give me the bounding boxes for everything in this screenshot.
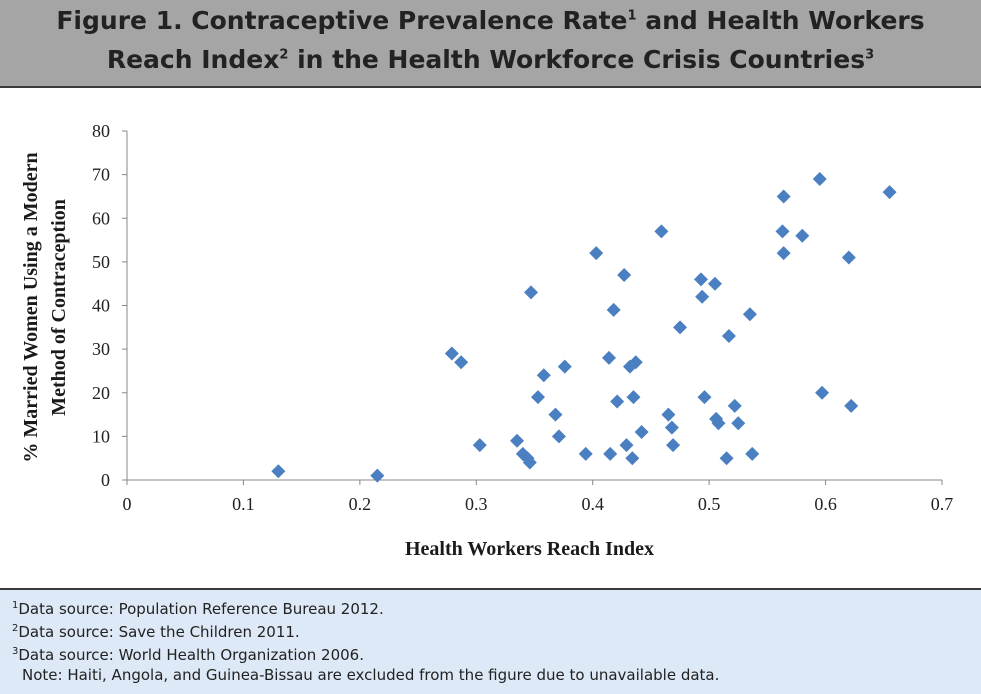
y-tick-label: 0 bbox=[101, 470, 110, 490]
title-footnote-2: 2 bbox=[279, 47, 289, 63]
data-point bbox=[882, 185, 897, 200]
data-point bbox=[775, 224, 790, 239]
data-point bbox=[617, 267, 632, 282]
note-marker-1: 1 bbox=[12, 600, 19, 611]
note-text-3: Data source: World Health Organization 2… bbox=[18, 646, 364, 664]
data-point bbox=[844, 398, 859, 413]
title-footnote-3: 3 bbox=[865, 47, 875, 63]
y-tick-label: 20 bbox=[92, 383, 110, 403]
data-point bbox=[841, 250, 856, 265]
y-tick-label: 10 bbox=[92, 426, 110, 446]
note-source-1: 1Data source: Population Reference Burea… bbox=[12, 596, 981, 619]
data-point bbox=[719, 451, 734, 466]
y-axis-title-line-2: Method of Contraception bbox=[48, 199, 70, 416]
note-source-3: 3Data source: World Health Organization … bbox=[12, 642, 981, 665]
x-tick-label: 0.3 bbox=[465, 494, 488, 514]
x-tick-label: 0.5 bbox=[698, 494, 721, 514]
data-point bbox=[634, 425, 649, 440]
data-point bbox=[661, 407, 676, 422]
data-point bbox=[745, 446, 760, 461]
y-tick-label: 40 bbox=[92, 296, 110, 316]
data-point bbox=[557, 359, 572, 374]
figure-header: Figure 1. Contraceptive Prevalence Rate1… bbox=[0, 0, 981, 88]
y-tick-label: 60 bbox=[92, 208, 110, 228]
data-point bbox=[551, 429, 566, 444]
data-point bbox=[589, 246, 604, 261]
data-point bbox=[776, 246, 791, 261]
data-point bbox=[522, 455, 537, 470]
data-point bbox=[524, 285, 539, 300]
x-tick-label: 0.1 bbox=[232, 494, 255, 514]
title-footnote-1: 1 bbox=[627, 8, 637, 24]
title-text-2a: Reach Index bbox=[106, 45, 280, 74]
x-tick-label: 0 bbox=[123, 494, 132, 514]
data-point bbox=[444, 346, 459, 361]
data-point bbox=[628, 355, 643, 370]
chart-axes: 0 10 20 30 40 50 60 70 80 0 0.1 0.2 0.3 0.4 0.5 0.6 0.7 bbox=[92, 121, 953, 514]
data-point bbox=[548, 407, 563, 422]
data-point bbox=[271, 464, 286, 479]
data-point bbox=[711, 416, 726, 431]
note-source-2: 2Data source: Save the Children 2011. bbox=[12, 619, 981, 642]
data-point bbox=[626, 390, 641, 405]
data-point bbox=[673, 320, 688, 335]
data-point bbox=[721, 329, 736, 344]
figure-title-line-1: Figure 1. Contraceptive Prevalence Rate1… bbox=[0, 6, 981, 35]
data-point bbox=[654, 224, 669, 239]
data-point bbox=[370, 468, 385, 483]
x-tick-label: 0.4 bbox=[581, 494, 604, 514]
data-point bbox=[693, 272, 708, 287]
y-axis-title: % Married Women Using a Modern Method of… bbox=[20, 152, 70, 462]
title-text-1a: Figure 1. Contraceptive Prevalence Rate bbox=[56, 6, 628, 35]
note-text-1: Data source: Population Reference Bureau… bbox=[18, 600, 384, 618]
x-tick-label: 0.2 bbox=[349, 494, 372, 514]
data-point bbox=[666, 438, 681, 453]
note-marker-2: 2 bbox=[12, 623, 19, 634]
x-tick-label: 0.6 bbox=[814, 494, 837, 514]
data-point bbox=[697, 390, 712, 405]
figure-notes: 1Data source: Population Reference Burea… bbox=[0, 588, 981, 694]
data-point bbox=[695, 289, 710, 304]
y-axis-title-line-1: % Married Women Using a Modern bbox=[20, 152, 42, 462]
data-point bbox=[536, 368, 551, 383]
data-point bbox=[619, 438, 634, 453]
data-point bbox=[625, 451, 640, 466]
data-point bbox=[530, 390, 545, 405]
data-point bbox=[795, 228, 810, 243]
title-text-1b: and Health Workers bbox=[636, 6, 925, 35]
data-point bbox=[602, 350, 617, 365]
y-tick-label: 70 bbox=[92, 165, 110, 185]
data-point bbox=[815, 385, 830, 400]
data-point bbox=[603, 446, 618, 461]
x-axis-title: Health Workers Reach Index bbox=[405, 538, 654, 560]
data-point bbox=[812, 171, 827, 186]
data-point bbox=[742, 307, 757, 322]
data-point bbox=[664, 420, 679, 435]
data-point bbox=[472, 438, 487, 453]
y-tick-label: 30 bbox=[92, 339, 110, 359]
data-point bbox=[610, 394, 625, 409]
scatter-chart: 0 10 20 30 40 50 60 70 80 0 0.1 0.2 0.3 0.4 0.5 0.6 0.7 … bbox=[0, 88, 981, 588]
data-point bbox=[731, 416, 746, 431]
chart-points bbox=[271, 171, 897, 483]
data-point bbox=[578, 446, 593, 461]
data-point bbox=[707, 276, 722, 291]
data-point bbox=[510, 433, 525, 448]
figure-title-line-2: Reach Index2 in the Health Workforce Cri… bbox=[0, 45, 981, 74]
data-point bbox=[454, 355, 469, 370]
y-tick-label: 80 bbox=[92, 121, 110, 141]
y-tick-label: 50 bbox=[92, 252, 110, 272]
note-exclusions: Note: Haiti, Angola, and Guinea-Bissau a… bbox=[22, 666, 720, 684]
data-point bbox=[606, 302, 621, 317]
note-text-2: Data source: Save the Children 2011. bbox=[18, 623, 300, 641]
note-marker-3: 3 bbox=[12, 646, 19, 657]
data-point bbox=[776, 189, 791, 204]
x-tick-label: 0.7 bbox=[931, 494, 954, 514]
title-text-2b: in the Health Workforce Crisis Countries bbox=[288, 45, 866, 74]
data-point bbox=[727, 398, 742, 413]
